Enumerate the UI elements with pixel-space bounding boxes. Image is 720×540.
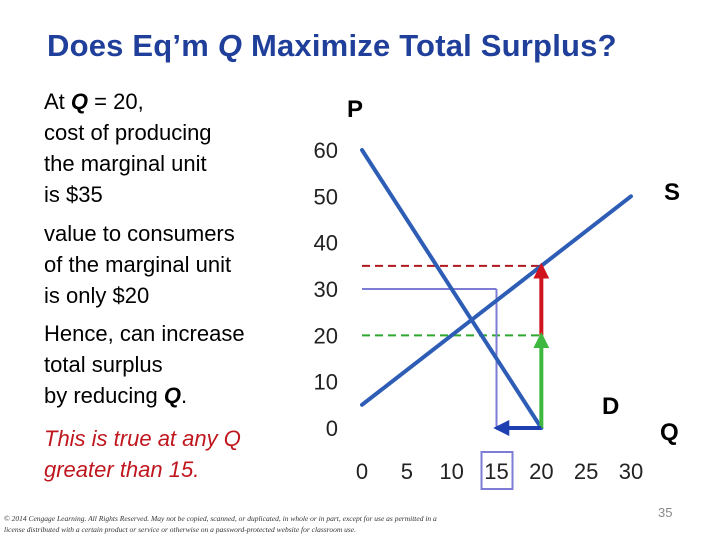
- value-explanation: value to consumers of the marginal unit …: [44, 218, 235, 311]
- generalization-note: This is true at any Q greater than 15.: [44, 423, 241, 485]
- curve-label-s: S: [664, 179, 680, 206]
- curve-s: [360, 194, 633, 407]
- conclusion-line-3-q: Q: [163, 383, 181, 408]
- title-q: Q: [217, 28, 243, 63]
- note-line-2: greater than 15.: [44, 457, 200, 482]
- y-tick-label-5: 50: [314, 184, 338, 209]
- x-tick-label-1: 5: [401, 459, 413, 484]
- curve-d: [360, 148, 544, 430]
- y-tick-label-3: 30: [314, 277, 338, 302]
- conclusion-line-2: total surplus: [44, 352, 163, 377]
- x-tick-label-2: 10: [439, 459, 463, 484]
- value-line-3: is only $20: [44, 283, 150, 308]
- cost-line-1-b: = 20,: [88, 89, 144, 114]
- y-tick-label-1: 10: [314, 370, 338, 395]
- conclusion-line-3: by reducing Q.: [44, 380, 245, 411]
- cost-line-2: cost of producing: [44, 120, 212, 145]
- conclusion-line-1: Hence, can increase: [44, 321, 245, 346]
- cost-explanation: At Q = 20, cost of producing the margina…: [44, 86, 212, 210]
- conclusion: Hence, can increase total surplus by red…: [44, 318, 245, 411]
- curve-label-d: D: [602, 393, 619, 420]
- highlighted-tick-box: [480, 451, 514, 490]
- value-line-1: value to consumers: [44, 221, 235, 246]
- y-tick-label-2: 20: [314, 323, 338, 348]
- x-tick-label-0: 0: [356, 459, 368, 484]
- y-tick-label-6: 60: [314, 138, 338, 163]
- x-tick-label-3: 15: [484, 459, 508, 484]
- x-tick-label-4: 20: [529, 459, 553, 484]
- cost-line-1-q: Q: [70, 89, 89, 114]
- slide-title: Does Eq’m Q Maximize Total Surplus?: [47, 28, 617, 64]
- y-tick-label-0: 0: [326, 416, 338, 441]
- title-part-2: Maximize Total Surplus?: [242, 28, 617, 63]
- y-tick-label-4: 40: [314, 231, 338, 256]
- copyright-footer: © 2014 Cengage Learning. All Rights Rese…: [4, 514, 437, 534]
- x-tick-label-5: 25: [574, 459, 598, 484]
- cost-line-1-a: At: [44, 89, 71, 114]
- conclusion-line-3-a: by reducing: [44, 383, 164, 408]
- x-tick-label-6: 30: [619, 459, 643, 484]
- cost-line-3: the marginal unit: [44, 151, 207, 176]
- title-part-1: Does Eq’m: [47, 28, 218, 63]
- conclusion-line-3-b: .: [180, 383, 188, 408]
- page-number: 35: [658, 505, 673, 520]
- cost-line-4: is $35: [44, 182, 103, 207]
- x-axis-title: Q: [660, 419, 679, 446]
- y-axis-title: P: [347, 96, 363, 123]
- cost-line-1: At Q = 20,: [44, 86, 212, 117]
- note-line-1: This is true at any Q: [44, 426, 241, 451]
- value-line-2: of the marginal unit: [44, 252, 232, 277]
